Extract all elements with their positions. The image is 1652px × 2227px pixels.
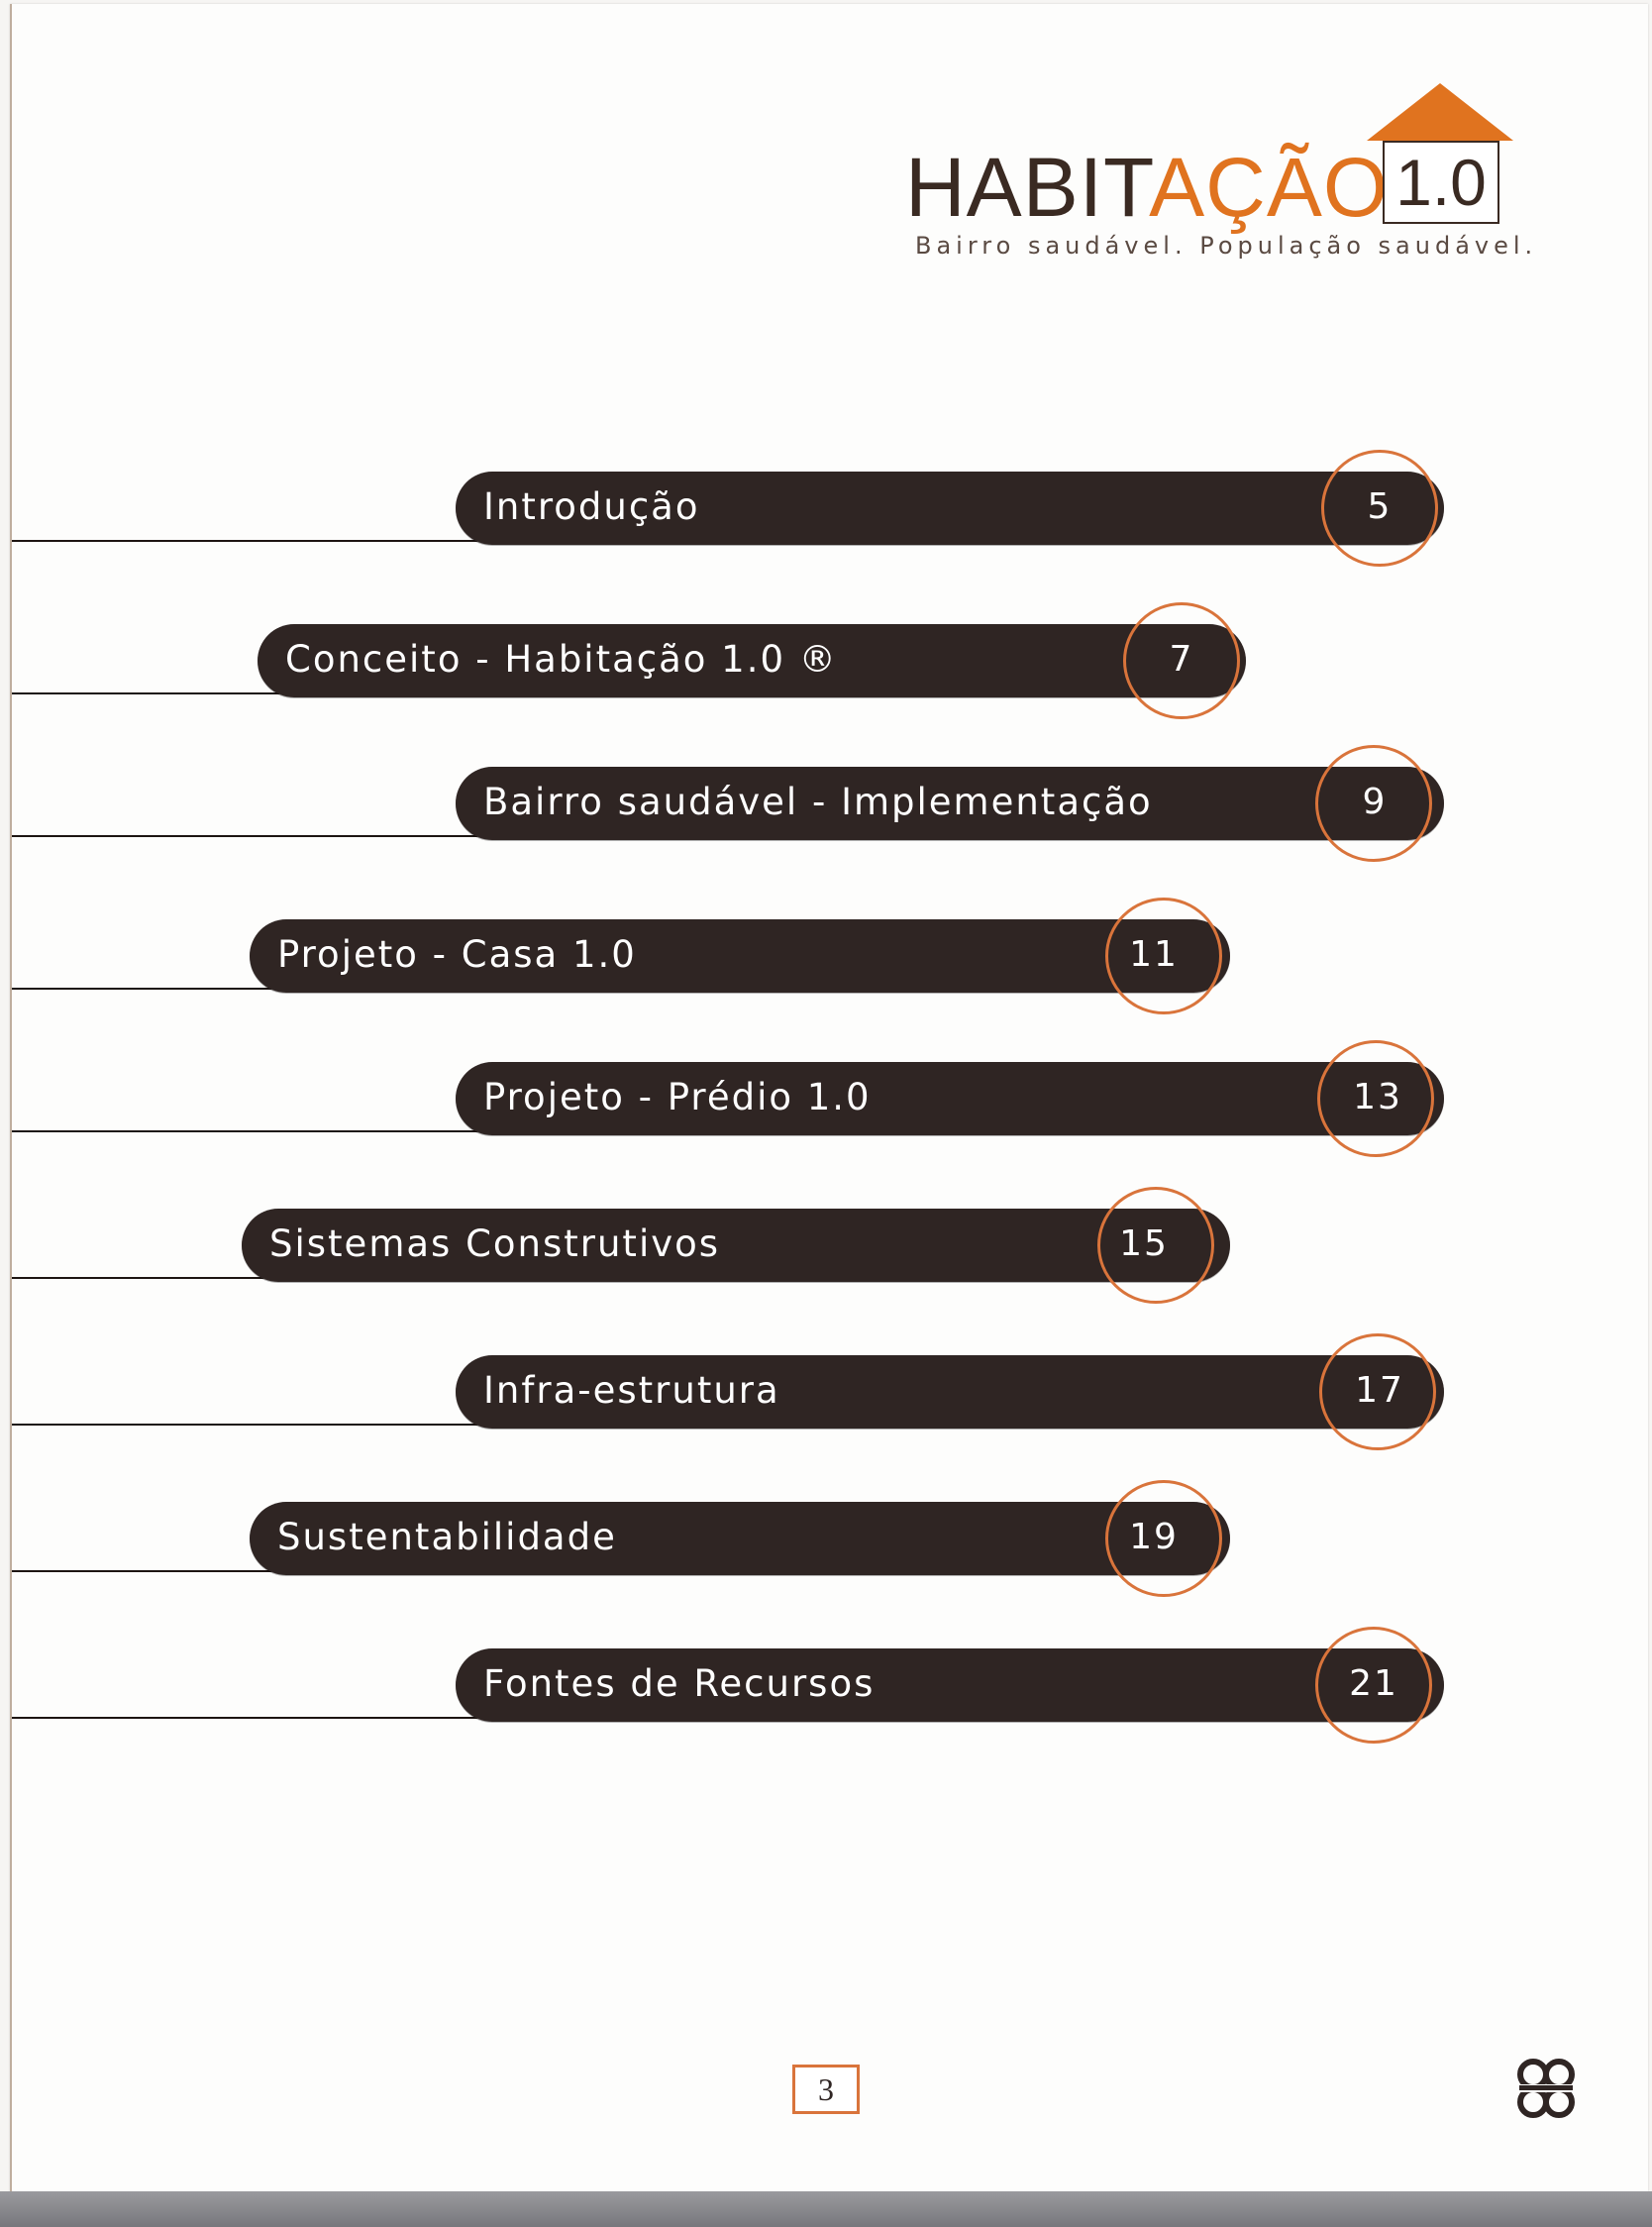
toc-entry[interactable]: Infra-estrutura 17 [12, 1333, 1478, 1450]
toc-entry-label: Sustentabilidade [277, 1516, 617, 1558]
page-number: 3 [792, 2065, 860, 2114]
toc-entry[interactable]: Introdução 5 [12, 450, 1478, 567]
toc-entry[interactable]: Sustentabilidade 19 [12, 1480, 1280, 1597]
page-ring [1105, 898, 1222, 1014]
toc-entry-label: Projeto - Casa 1.0 [277, 933, 637, 976]
toc-leader-line [12, 1570, 271, 1572]
page-ring [1097, 1187, 1214, 1304]
page-ring [1123, 602, 1240, 719]
toc-leader-line [12, 1717, 477, 1719]
toc-entry[interactable]: Fontes de Recursos 21 [12, 1627, 1478, 1744]
toc-entry-label: Sistemas Construtivos [269, 1222, 721, 1265]
toc-pill: Conceito - Habitação 1.0 ® 7 [258, 624, 1246, 697]
toc-entry-label: Fontes de Recursos [483, 1662, 876, 1705]
page-ring [1315, 1627, 1432, 1744]
toc-entry-label: Projeto - Prédio 1.0 [483, 1076, 872, 1118]
toc-leader-line [12, 1277, 263, 1279]
logo-version: 1.0 [1383, 141, 1499, 224]
toc-pill: Infra-estrutura 17 [456, 1355, 1444, 1429]
publisher-logo-icon [1517, 2059, 1575, 2118]
logo-title-dark: HABIT [905, 141, 1150, 234]
toc-pill: Projeto - Prédio 1.0 13 [456, 1062, 1444, 1135]
page-ring [1319, 1333, 1436, 1450]
toc-entry-label: Bairro saudável - Implementação [483, 781, 1153, 823]
house-roof-icon [1367, 83, 1513, 141]
document-page: HABITAÇÃO 1.0 Bairro saudável. População… [10, 4, 1648, 2191]
toc-entry[interactable]: Projeto - Prédio 1.0 13 [12, 1040, 1478, 1157]
habitacao-logo: HABITAÇÃO 1.0 Bairro saudável. População… [905, 83, 1532, 271]
toc-entry-label: Infra-estrutura [483, 1369, 780, 1412]
toc-leader-line [12, 835, 477, 837]
page-ring [1315, 745, 1432, 862]
toc-entry[interactable]: Conceito - Habitação 1.0 ® 7 [12, 602, 1290, 719]
toc-pill: Projeto - Casa 1.0 11 [250, 919, 1230, 993]
toc-leader-line [12, 540, 477, 542]
toc-entry[interactable]: Projeto - Casa 1.0 11 [12, 898, 1280, 1014]
logo-title-orange: AÇÃO [1149, 141, 1390, 234]
toc-leader-line [12, 692, 279, 694]
toc-entry[interactable]: Bairro saudável - Implementação 9 [12, 745, 1478, 862]
toc-leader-line [12, 988, 271, 990]
page-ring [1321, 450, 1438, 567]
toc-pill: Sistemas Construtivos 15 [242, 1209, 1230, 1282]
logo-title: HABITAÇÃO [905, 143, 1389, 232]
toc-pill: Introdução 5 [456, 472, 1444, 545]
toc-entry-label: Conceito - Habitação 1.0 ® [285, 638, 838, 681]
logo-tagline: Bairro saudável. População saudável. [915, 232, 1538, 260]
page-ring [1317, 1040, 1434, 1157]
toc-pill: Bairro saudável - Implementação 9 [456, 767, 1444, 840]
toc-entry[interactable]: Sistemas Construtivos 15 [12, 1187, 1280, 1304]
toc-pill: Fontes de Recursos 21 [456, 1648, 1444, 1722]
toc-leader-line [12, 1424, 477, 1426]
scan-background-strip [0, 2191, 1652, 2227]
page-ring [1105, 1480, 1222, 1597]
toc-leader-line [12, 1130, 477, 1132]
toc-pill: Sustentabilidade 19 [250, 1502, 1230, 1575]
toc-entry-label: Introdução [483, 485, 700, 528]
